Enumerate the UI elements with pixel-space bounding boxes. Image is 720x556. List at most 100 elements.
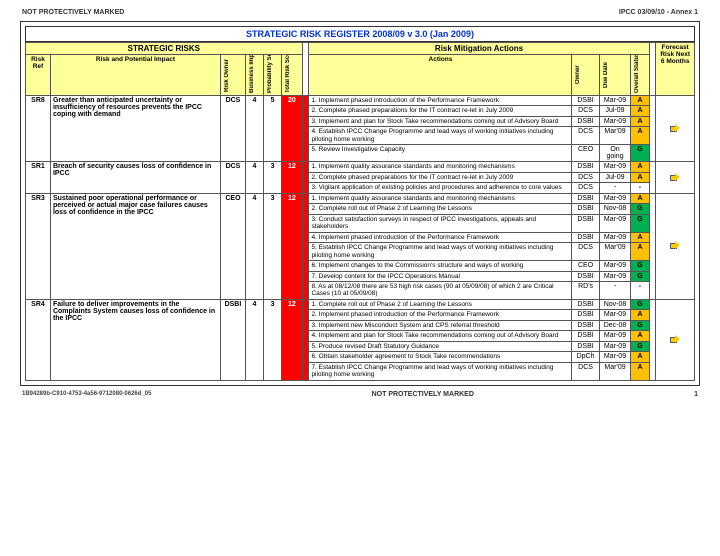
action-due: Mar'09 [599, 243, 631, 261]
probability-score: 3 [264, 299, 282, 380]
action-due: Mar-09 [599, 232, 631, 242]
action-due: Jul-09 [599, 172, 631, 182]
action-due: Mar-09 [599, 116, 631, 126]
forecast-indicator [656, 193, 695, 299]
action-due: Mar'09 [599, 362, 631, 380]
action-due: Mar-09 [599, 331, 631, 341]
forecast-arrow-icon [670, 242, 680, 249]
forecast-arrow-icon [670, 173, 680, 180]
action-text: 4. Establish IPCC Change Programme and l… [309, 127, 572, 145]
total-risk-score: 12 [282, 193, 302, 299]
col-risk-owner: Risk Owner [220, 55, 245, 96]
action-status: A [631, 116, 649, 126]
action-due: Dec-08 [599, 320, 631, 330]
action-text: 4. Implement and plan for Stock Take rec… [309, 331, 572, 341]
risk-owner: DCS [220, 96, 245, 162]
action-status: A [631, 162, 649, 172]
action-due: Mar-09 [599, 214, 631, 232]
action-due: Nov-08 [599, 299, 631, 309]
action-status: G [631, 204, 649, 214]
action-text: 2. Complete phased preparations for the … [309, 106, 572, 116]
action-status: G [631, 145, 649, 162]
action-text: 7. Establish IPCC Change Programme and l… [309, 362, 572, 380]
forecast-indicator [656, 162, 695, 193]
action-text: 6. Implement changes to the Commission's… [309, 261, 572, 271]
total-risk-score: 20 [282, 96, 302, 162]
action-owner: CEO [572, 145, 599, 162]
forecast-arrow-icon [670, 335, 680, 342]
col-risk-ref: Risk Ref [26, 55, 51, 96]
page-number: 1 [694, 391, 698, 398]
page-footer: 1B94289b-C910-4753-4a56-9712080-0626d_05… [20, 390, 700, 399]
action-status: A [631, 172, 649, 182]
action-owner: DCS [572, 183, 599, 193]
mitigation-actions-header: Risk Mitigation Actions [309, 43, 649, 55]
strategic-risks-header: STRATEGIC RISKS [26, 43, 303, 55]
col-risk-impact: Risk and Potential Impact [50, 55, 220, 96]
table-row: SR3Sustained poor operational performanc… [26, 193, 695, 203]
business-impact-score: 4 [245, 193, 263, 299]
action-owner: DSBI [572, 204, 599, 214]
action-due: Mar-09 [599, 96, 631, 106]
risk-ref: SR3 [26, 193, 51, 299]
action-owner: DSBI [572, 116, 599, 126]
action-due: On going [599, 145, 631, 162]
action-status: A [631, 193, 649, 203]
probability-score: 3 [264, 193, 282, 299]
col-probability: Probability Score [264, 55, 282, 96]
action-status: G [631, 320, 649, 330]
risk-owner: DCS [220, 162, 245, 193]
action-due: Mar-09 [599, 310, 631, 320]
page-container: NOT PROTECTIVELY MARKED IPCC 03/09/10 - … [10, 0, 710, 403]
total-risk-score: 12 [282, 162, 302, 193]
doc-ref: IPCC 03/09/10 - Annex 1 [619, 9, 698, 16]
col-overall-status: Overall Status [631, 55, 649, 96]
action-status: A [631, 352, 649, 362]
action-status: A [631, 96, 649, 106]
action-owner: DSBI [572, 193, 599, 203]
table-row: SR1Breach of security causes loss of con… [26, 162, 695, 172]
action-status: A [631, 127, 649, 145]
table-row: SR4Failure to deliver improvements in th… [26, 299, 695, 309]
action-text: 5. Produce revised Draft Statutory Guida… [309, 341, 572, 351]
risk-description: Failure to deliver improvements in the C… [50, 299, 220, 380]
action-due: Mar-09 [599, 352, 631, 362]
action-text: 1. Implement quality assurance standards… [309, 193, 572, 203]
action-owner: DSBI [572, 310, 599, 320]
business-impact-score: 4 [245, 162, 263, 193]
risk-register-table: STRATEGIC RISKS Risk Mitigation Actions Fo… [25, 42, 695, 381]
action-status: A [631, 232, 649, 242]
risk-description: Greater than anticipated uncertainty or … [50, 96, 220, 162]
action-owner: DSBI [572, 331, 599, 341]
col-forecast: Forecast Risk Next 6 Months [656, 43, 695, 96]
action-owner: RD's [572, 281, 599, 299]
table-row: SR8Greater than anticipated uncertainty … [26, 96, 695, 106]
risk-owner: CEO [220, 193, 245, 299]
action-status: A [631, 106, 649, 116]
action-status: G [631, 214, 649, 232]
action-owner: DCS [572, 362, 599, 380]
probability-score: 5 [264, 96, 282, 162]
action-due: Mar-09 [599, 271, 631, 281]
forecast-indicator [656, 299, 695, 380]
total-risk-score: 12 [282, 299, 302, 380]
col-action-owner: Owner [572, 55, 599, 96]
register-frame: STRATEGIC RISK REGISTER 2008/09 v 3.0 (J… [20, 21, 700, 386]
classification-bottom: NOT PROTECTIVELY MARKED [372, 391, 474, 398]
action-text: 1. Complete roll out of Phase 2 of Learn… [309, 299, 572, 309]
action-owner: DCS [572, 243, 599, 261]
classification-top: NOT PROTECTIVELY MARKED [22, 9, 124, 16]
risk-description: Breach of security causes loss of confid… [50, 162, 220, 193]
action-status: A [631, 243, 649, 261]
action-due: Jul-09 [599, 106, 631, 116]
forecast-indicator [656, 96, 695, 162]
action-text: 1. Implement phased introduction of the … [309, 96, 572, 106]
action-status: G [631, 299, 649, 309]
business-impact-score: 4 [245, 96, 263, 162]
action-text: 7. Develop content for the IPCC Operatio… [309, 271, 572, 281]
action-text: 3. Implement and plan for Stock Take rec… [309, 116, 572, 126]
risk-description: Sustained poor operational performance o… [50, 193, 220, 299]
risk-ref: SR1 [26, 162, 51, 193]
action-due: Nov-08 [599, 204, 631, 214]
action-text: 3. Conduct satisfaction surveys in respe… [309, 214, 572, 232]
